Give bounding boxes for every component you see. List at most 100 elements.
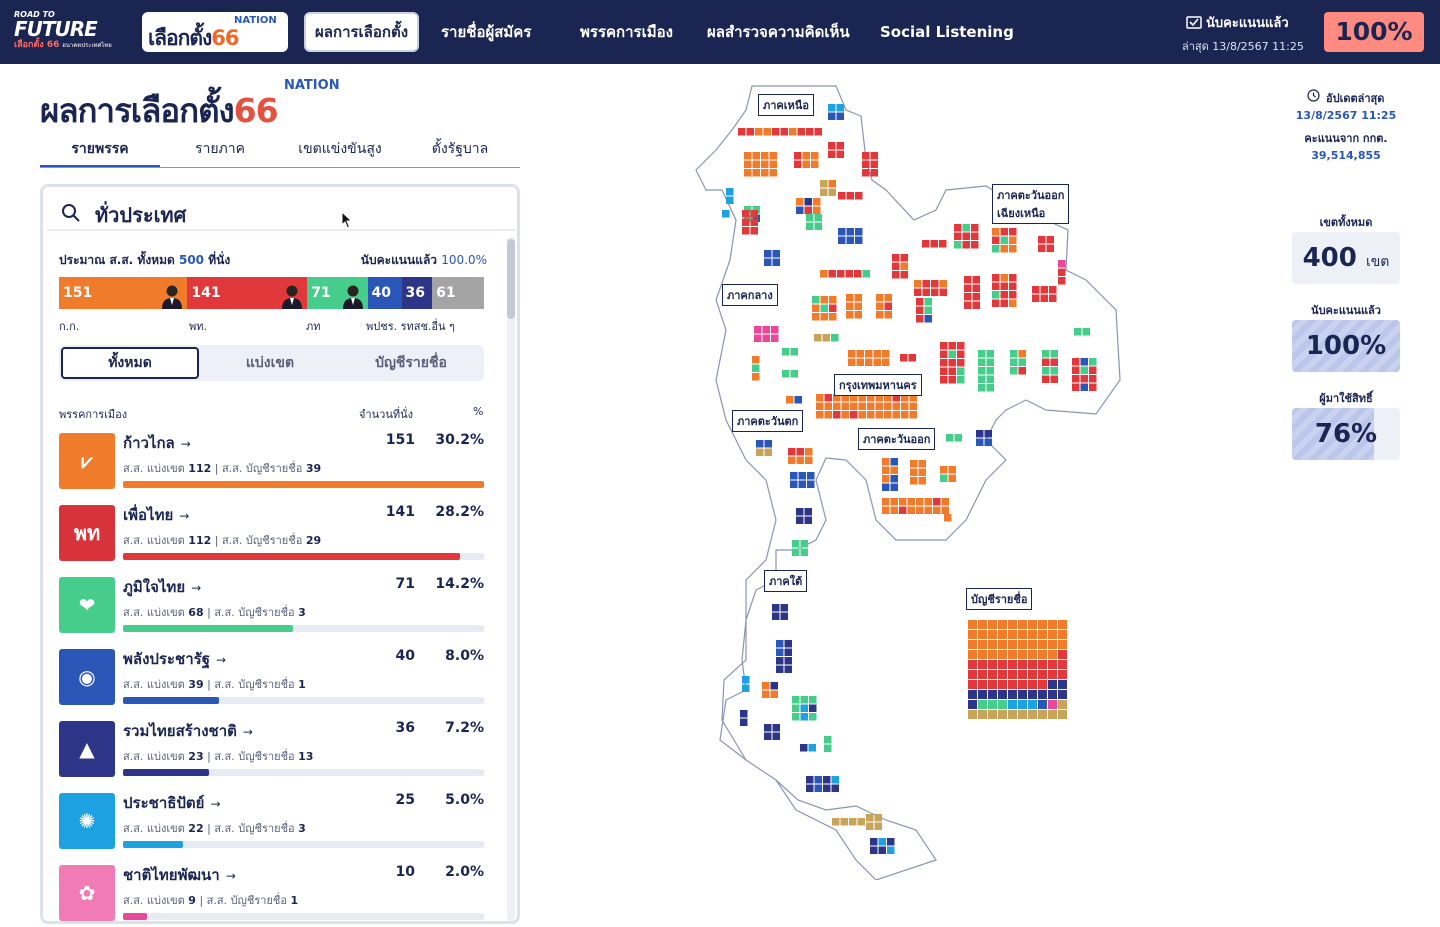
seat-cell[interactable] <box>841 411 850 419</box>
seat-cell[interactable] <box>756 440 764 448</box>
seat-cell[interactable] <box>769 169 778 177</box>
partylist-seat-cell[interactable] <box>978 670 987 679</box>
seat-cell[interactable] <box>846 228 855 236</box>
seat-cell[interactable] <box>933 498 941 506</box>
seat-cell[interactable] <box>882 458 890 466</box>
seat-cell[interactable] <box>744 160 752 169</box>
seat-cell[interactable] <box>754 326 762 334</box>
seat-cell[interactable] <box>870 152 879 160</box>
party-row[interactable]: ▲ รวมไทยสร้างชาติ → 36 7.2% ส.ส. แบ่งเขต 23 |… <box>59 719 489 783</box>
seat-cell[interactable] <box>884 402 892 411</box>
seat-cell[interactable] <box>858 402 867 411</box>
seat-cell[interactable] <box>1089 366 1097 375</box>
seat-cell[interactable] <box>901 394 909 402</box>
partylist-seat-cell[interactable] <box>968 630 977 639</box>
seat-cell[interactable] <box>744 152 752 160</box>
partylist-seat-cell[interactable] <box>978 640 987 649</box>
seat-cell[interactable] <box>755 128 763 136</box>
seat-cell[interactable] <box>875 402 884 411</box>
seat-cell[interactable] <box>742 684 750 693</box>
seat-cell[interactable] <box>1072 375 1080 383</box>
partylist-seat-cell[interactable] <box>1038 650 1047 659</box>
seat-cell[interactable] <box>924 298 933 306</box>
partylist-seat-cell[interactable] <box>998 660 1007 669</box>
seat-cell[interactable] <box>992 236 1000 245</box>
partylist-seat-cell[interactable] <box>1018 670 1027 679</box>
seat-cell[interactable] <box>855 236 863 245</box>
seat-cell[interactable] <box>992 282 1000 291</box>
seat-cell[interactable] <box>722 210 730 218</box>
seat-cell[interactable] <box>798 472 807 480</box>
seat-cell[interactable] <box>1009 236 1017 245</box>
seat-cell[interactable] <box>841 402 850 411</box>
seat-cell[interactable] <box>976 430 984 438</box>
seat-cell[interactable] <box>796 448 805 456</box>
seat-cell[interactable] <box>971 232 979 241</box>
seat-cell[interactable] <box>750 218 759 227</box>
seat-cell[interactable] <box>992 228 1000 236</box>
seat-cell[interactable] <box>986 375 995 384</box>
partylist-seat-cell[interactable] <box>1058 630 1067 639</box>
seat-cell[interactable] <box>940 367 948 376</box>
seat-cell[interactable] <box>816 394 824 402</box>
seat-cell[interactable] <box>1009 291 1017 299</box>
party-name[interactable]: พลังประชารัฐ → <box>123 647 226 671</box>
seat-cell[interactable] <box>862 152 870 160</box>
partylist-seat-cell[interactable] <box>968 650 977 659</box>
partylist-seat-cell[interactable] <box>988 710 997 719</box>
region-label[interactable]: ภาคตะวันตก <box>732 410 804 432</box>
thailand-seat-map[interactable]: ภาคเหนือ ภาคตะวันออก เฉียงเหนือ ภาคกลาง กรุ… <box>686 80 1126 881</box>
partylist-seat-cell[interactable] <box>988 670 997 679</box>
seat-cell[interactable] <box>742 218 750 227</box>
seat-cell[interactable] <box>792 704 800 713</box>
nav-candidates[interactable]: รายชื่อผู้สมัคร <box>441 23 532 41</box>
seat-cell[interactable] <box>788 456 796 465</box>
seat-cell[interactable] <box>838 228 846 236</box>
partylist-seat-cell[interactable] <box>988 620 997 629</box>
seat-cell[interactable] <box>831 334 839 342</box>
seat-cell[interactable] <box>900 354 908 362</box>
party-name[interactable]: ภูมิใจไทย → <box>123 575 201 599</box>
seat-cell[interactable] <box>812 304 820 313</box>
seat-segment[interactable]: 61 <box>432 277 484 309</box>
partylist-seat-cell[interactable] <box>1018 650 1027 659</box>
seat-cell[interactable] <box>984 438 993 447</box>
seat-cell[interactable] <box>764 732 772 741</box>
seat-cell[interactable] <box>909 394 918 402</box>
seat-cell[interactable] <box>1018 358 1027 367</box>
seat-cell[interactable] <box>833 394 841 402</box>
seat-cell[interactable] <box>971 241 979 249</box>
partylist-seat-cell[interactable] <box>1018 620 1027 629</box>
partylist-seat-cell[interactable] <box>1008 690 1017 699</box>
seat-cell[interactable] <box>814 784 823 793</box>
partylist-seat-cell[interactable] <box>1058 700 1067 709</box>
partylist-seat-cell[interactable] <box>978 680 987 689</box>
partylist-seat-cell[interactable] <box>1008 670 1017 679</box>
seat-cell[interactable] <box>764 440 773 448</box>
seat-cell[interactable] <box>890 458 899 466</box>
seat-cell[interactable] <box>862 160 870 169</box>
seat-cell[interactable] <box>832 818 840 826</box>
seat-cell[interactable] <box>907 506 916 515</box>
seat-cell[interactable] <box>849 818 857 826</box>
partylist-seat-cell[interactable] <box>1058 670 1067 679</box>
seat-cell[interactable] <box>828 270 837 278</box>
partylist-seat-cell[interactable] <box>968 640 977 649</box>
seat-cell[interactable] <box>890 483 899 492</box>
seat-cell[interactable] <box>750 210 759 218</box>
seat-cell[interactable] <box>890 475 899 483</box>
seat-cell[interactable] <box>870 838 878 846</box>
seat-segment[interactable]: 36 <box>401 277 433 309</box>
seat-cell[interactable] <box>962 241 971 249</box>
party-name[interactable]: เพื่อไทย → <box>123 503 189 527</box>
seat-cell[interactable] <box>884 302 893 311</box>
seat-cell[interactable] <box>971 224 979 232</box>
partylist-seat-cell[interactable] <box>968 680 977 689</box>
seat-cell[interactable] <box>892 254 900 262</box>
seat-cell[interactable] <box>922 240 930 248</box>
seat-cell[interactable] <box>884 294 893 302</box>
seat-cell[interactable] <box>924 506 933 515</box>
seat-cell[interactable] <box>884 394 892 402</box>
seat-cell[interactable] <box>772 612 780 621</box>
seat-cell[interactable] <box>1089 383 1097 392</box>
